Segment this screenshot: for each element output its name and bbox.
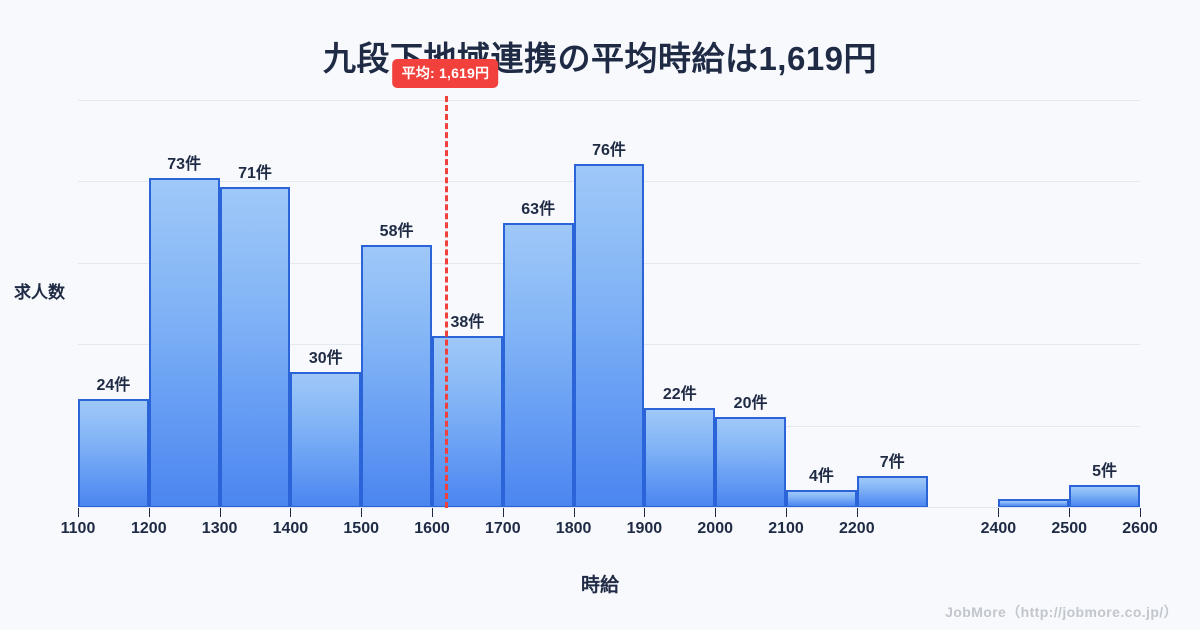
bar[interactable] (148, 177, 220, 508)
bar-value-label: 76件 (592, 141, 626, 159)
bar[interactable] (715, 417, 786, 508)
x-axis-tick-label: 1300 (201, 520, 238, 537)
x-axis-tick-label: 1500 (343, 520, 379, 537)
x-axis-tick (573, 508, 575, 517)
bar[interactable] (786, 489, 857, 508)
x-axis-tick-label: 1700 (485, 520, 521, 537)
x-axis-tick (1140, 508, 1141, 517)
bar-value-label: 73件 (167, 155, 202, 173)
x-axis-tick-label: 1900 (626, 520, 663, 537)
bar-value-label: 63件 (521, 200, 556, 218)
gridline (78, 99, 1140, 101)
bar-value-label: 38件 (450, 313, 485, 331)
bar-value-label: 58件 (379, 223, 414, 241)
bar[interactable] (644, 408, 716, 508)
x-axis-tick-label: 1600 (414, 520, 450, 537)
x-axis-tick (644, 508, 646, 517)
x-axis-tick-label: 1800 (555, 520, 592, 537)
x-axis-tick-label: 2000 (697, 520, 733, 537)
x-axis-tick (361, 508, 363, 517)
x-axis-tick (1069, 508, 1071, 517)
x-axis-tick (715, 508, 717, 517)
bar[interactable] (856, 476, 928, 508)
bar-value-label: 5件 (1092, 463, 1118, 481)
x-axis-tick-label: 2400 (980, 520, 1017, 537)
average-line (445, 96, 449, 508)
y-axis-title: 求人数 (14, 283, 65, 302)
bar[interactable] (78, 399, 149, 508)
bar[interactable] (998, 498, 1070, 508)
x-axis-tick-label: 1100 (60, 520, 96, 537)
bar-value-label: 30件 (308, 350, 343, 368)
x-axis-tick (856, 508, 858, 517)
bar-value-label: 22件 (662, 386, 697, 404)
x-axis-tick-label: 1400 (272, 520, 309, 537)
x-axis-tick (998, 508, 1000, 517)
bar-value-label: 4件 (808, 467, 834, 485)
bar-value-label: 24件 (96, 377, 131, 395)
watermark: JobMore（http://jobmore.co.jp/） (945, 604, 1178, 620)
x-axis-title: 時給 (580, 575, 619, 596)
plot-area: 24件 73件 71件 30件 58件 38件 63件 76件 22件 20件 4件 7件 5件 平均:… (78, 59, 1140, 508)
x-axis-tick (78, 508, 79, 517)
x-axis-tick (148, 508, 150, 517)
x-axis-tick (290, 508, 292, 517)
average-badge: 平均: 1,619円 (392, 59, 499, 88)
bar-value-label: 7件 (879, 454, 905, 472)
bar[interactable] (432, 335, 503, 508)
bar[interactable] (361, 245, 432, 508)
bar-value-label: 71件 (238, 164, 272, 182)
x-axis-tick (786, 508, 787, 517)
x-axis-tick (219, 508, 221, 517)
bar[interactable] (502, 222, 574, 508)
bar[interactable] (219, 186, 291, 508)
x-axis-tick-label: 1200 (131, 520, 167, 537)
x-axis: 1100 1200 1300 1400 1500 1600 1700 1800 1900 2000… (61, 508, 1158, 548)
x-axis-tick-label: 2100 (768, 520, 804, 537)
x-axis-tick-label: 2600 (1122, 520, 1158, 537)
bar[interactable] (573, 163, 645, 508)
x-axis-tick (502, 508, 504, 517)
axis-baseline (78, 507, 1140, 508)
x-axis-tick (432, 508, 433, 517)
chart-title: 九段下地域連携の平均時給は1,619円 (322, 40, 878, 77)
x-axis-tick-label: 2200 (839, 520, 875, 537)
x-axis-tick-label: 2500 (1051, 520, 1087, 537)
bar-value-label: 20件 (733, 395, 768, 413)
bar[interactable] (1069, 485, 1140, 508)
bar[interactable] (290, 372, 362, 508)
